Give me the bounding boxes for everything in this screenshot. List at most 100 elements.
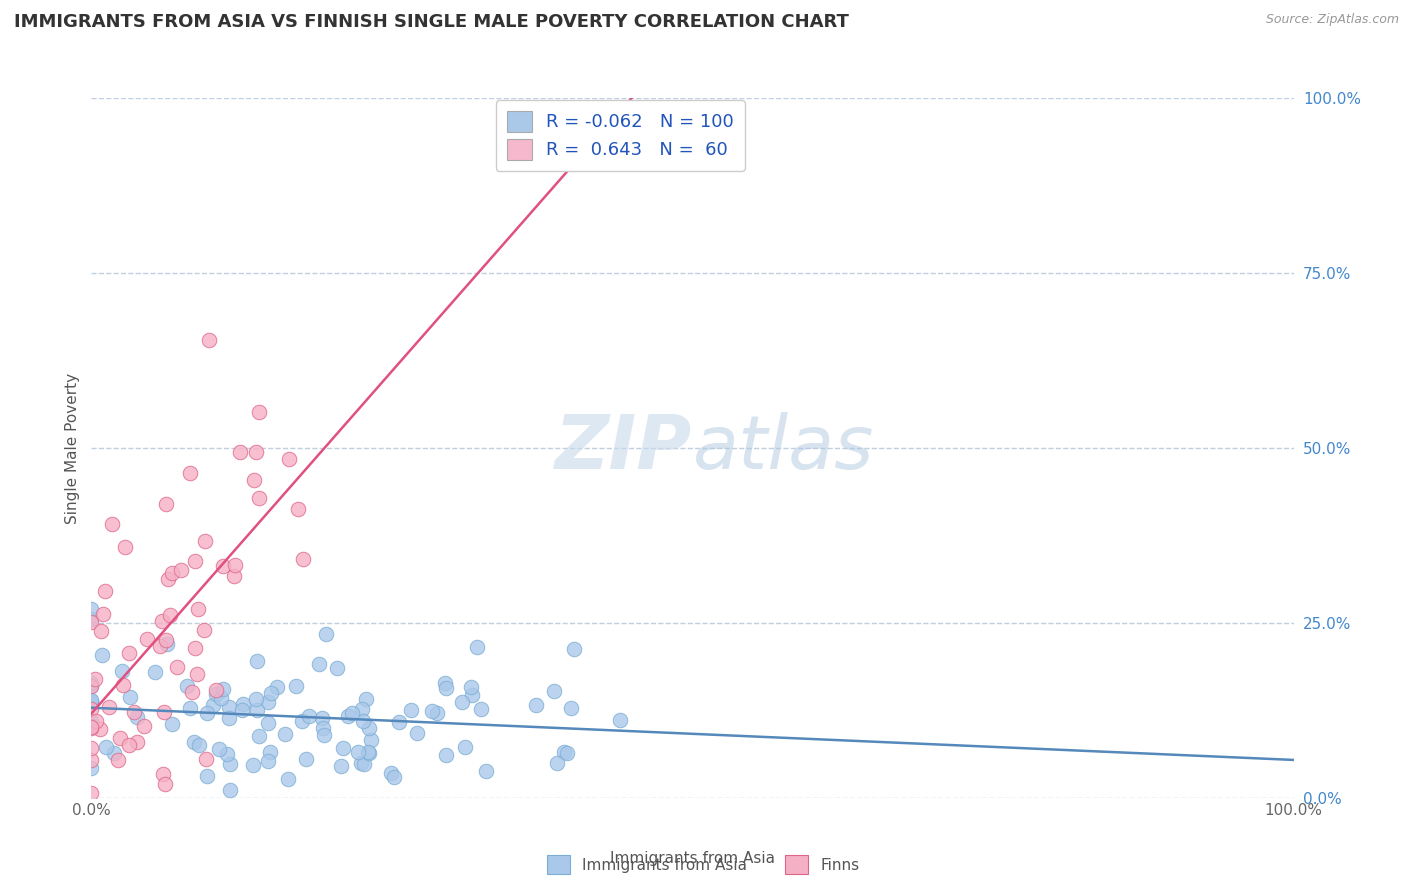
- Point: [80, 679, 103, 693]
- Point: [562, 642, 585, 657]
- Point: [183, 735, 205, 749]
- Point: [420, 704, 443, 718]
- Point: [112, 677, 135, 691]
- Point: [434, 748, 457, 763]
- Point: [546, 756, 568, 770]
- Point: [80, 785, 103, 799]
- Point: [91, 648, 114, 663]
- Point: [231, 703, 253, 717]
- Point: [474, 764, 496, 778]
- Point: [169, 563, 191, 577]
- Point: [86, 714, 108, 728]
- Point: [184, 554, 207, 568]
- Point: [291, 714, 314, 728]
- Point: [277, 772, 299, 787]
- Point: [524, 698, 547, 713]
- Point: [291, 552, 314, 566]
- Point: [257, 716, 280, 731]
- Point: [198, 333, 221, 347]
- Point: [294, 751, 316, 765]
- Point: [399, 703, 422, 717]
- Point: [202, 698, 225, 712]
- Point: [337, 709, 360, 723]
- Point: [224, 569, 246, 583]
- Point: [80, 615, 103, 630]
- Point: [80, 692, 103, 706]
- Point: [465, 640, 488, 655]
- Point: [80, 601, 103, 615]
- Point: [176, 679, 198, 693]
- Point: [243, 473, 266, 487]
- Point: [132, 719, 155, 733]
- Point: [405, 725, 427, 739]
- Text: atlas: atlas: [692, 412, 875, 484]
- Point: [107, 753, 129, 767]
- Point: [246, 703, 269, 717]
- Point: [118, 738, 141, 752]
- Point: [217, 747, 239, 761]
- Point: [311, 710, 333, 724]
- Y-axis label: Single Male Poverty: Single Male Poverty: [65, 373, 80, 524]
- Point: [266, 680, 288, 694]
- Point: [312, 721, 335, 735]
- Point: [205, 687, 228, 701]
- Point: [555, 746, 578, 760]
- Point: [212, 559, 235, 574]
- Point: [156, 572, 179, 586]
- Point: [609, 713, 631, 727]
- Point: [273, 726, 295, 740]
- Point: [259, 745, 281, 759]
- Point: [560, 701, 582, 715]
- Point: [162, 566, 184, 581]
- Point: [461, 688, 484, 702]
- Point: [94, 584, 117, 599]
- Point: [188, 738, 211, 752]
- Point: [90, 624, 112, 638]
- Point: [80, 761, 103, 775]
- Point: [314, 728, 336, 742]
- Point: [96, 739, 118, 754]
- Point: [257, 754, 280, 768]
- Point: [380, 766, 402, 780]
- Point: [245, 445, 267, 459]
- Point: [209, 691, 232, 706]
- Legend: Immigrants from Asia, Finns: Immigrants from Asia, Finns: [540, 849, 866, 880]
- Point: [149, 640, 172, 654]
- Point: [122, 705, 145, 719]
- Point: [101, 517, 124, 532]
- Point: [352, 714, 374, 729]
- Point: [80, 694, 103, 708]
- Point: [80, 611, 103, 625]
- Point: [195, 751, 218, 765]
- Point: [450, 695, 472, 709]
- Point: [153, 777, 176, 791]
- Point: [89, 722, 111, 736]
- Point: [245, 691, 267, 706]
- Point: [246, 654, 269, 668]
- Point: [153, 705, 176, 719]
- Point: [180, 685, 202, 699]
- Point: [257, 695, 280, 709]
- Point: [298, 708, 321, 723]
- Point: [360, 733, 382, 747]
- Point: [80, 698, 103, 712]
- Point: [249, 405, 271, 419]
- Point: [352, 702, 374, 716]
- Point: [260, 686, 283, 700]
- Point: [80, 721, 103, 735]
- Point: [80, 720, 103, 734]
- Legend: R = -0.062   N = 100, R =  0.643   N =  60: R = -0.062 N = 100, R = 0.643 N = 60: [496, 100, 745, 170]
- Point: [160, 717, 183, 731]
- Point: [155, 632, 177, 647]
- Point: [357, 745, 380, 759]
- Point: [80, 695, 103, 709]
- Text: Immigrants from Asia: Immigrants from Asia: [610, 851, 775, 866]
- Point: [186, 667, 208, 681]
- Point: [155, 637, 177, 651]
- Point: [325, 661, 347, 675]
- Point: [346, 746, 368, 760]
- Point: [143, 665, 166, 679]
- Point: [434, 681, 457, 695]
- Point: [150, 615, 173, 629]
- Point: [219, 757, 242, 772]
